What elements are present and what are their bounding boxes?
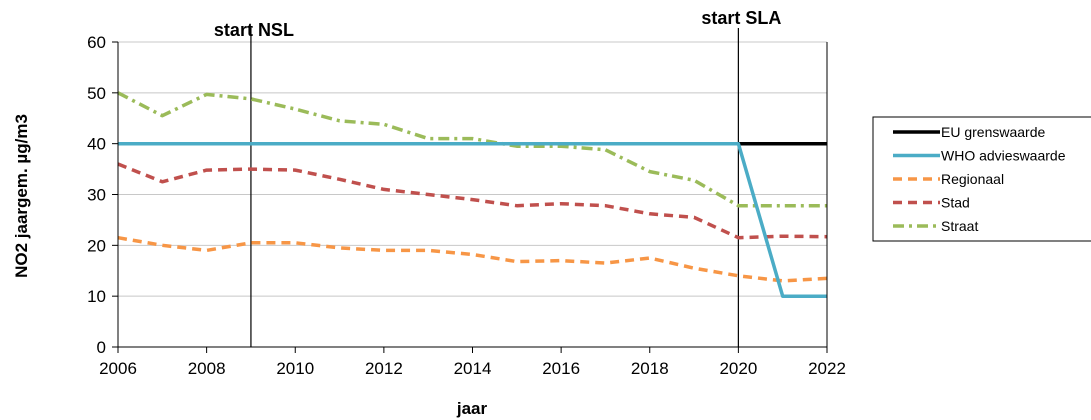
x-tick-label: 2006 [99, 359, 137, 378]
y-tick-label: 10 [87, 287, 106, 306]
x-tick-label: 2018 [631, 359, 669, 378]
y-tick-label: 60 [87, 33, 106, 52]
x-tick-label: 2014 [454, 359, 492, 378]
annotation-label: start NSL [214, 20, 294, 40]
x-tick-label: 2022 [808, 359, 846, 378]
tick-labels: 0 10 20 30 40 50 60 2006 2008 2010 2012 2014 2016 201… [87, 33, 846, 378]
legend-label: WHO advieswaarde [941, 148, 1066, 164]
y-tick-label: 50 [87, 84, 106, 103]
y-tick-label: 30 [87, 186, 106, 205]
legend-label: EU grenswaarde [941, 124, 1045, 140]
series-line-stad [117, 162, 828, 240]
y-tick-label: 20 [87, 236, 106, 255]
x-tick-label: 2020 [719, 359, 757, 378]
series-line-regionaal [117, 235, 828, 283]
x-axis-title: jaar [456, 399, 488, 418]
x-tick-label: 2010 [276, 359, 314, 378]
x-tick-label: 2012 [365, 359, 403, 378]
x-tick-label: 2016 [542, 359, 580, 378]
series-line-who-advieswaarde [118, 141, 827, 298]
y-tick-label: 40 [87, 135, 106, 154]
annotation-lines [250, 28, 739, 347]
series-lines [117, 91, 828, 298]
legend-label: Straat [941, 218, 978, 234]
annotation-label: start SLA [701, 8, 781, 28]
x-tick-label: 2008 [188, 359, 226, 378]
axes [112, 41, 828, 353]
annotation-labels: start NSL start SLA [214, 8, 781, 40]
legend-label: Stad [941, 195, 970, 211]
series-line-straat [117, 91, 827, 208]
y-axis-title: NO2 jaargem. µg/m3 [12, 114, 31, 278]
legend: EU grenswaarde WHO advieswaarde Regionaal S… [872, 116, 1091, 242]
y-tick-label: 0 [97, 338, 106, 357]
legend-label: Regionaal [941, 171, 1004, 187]
